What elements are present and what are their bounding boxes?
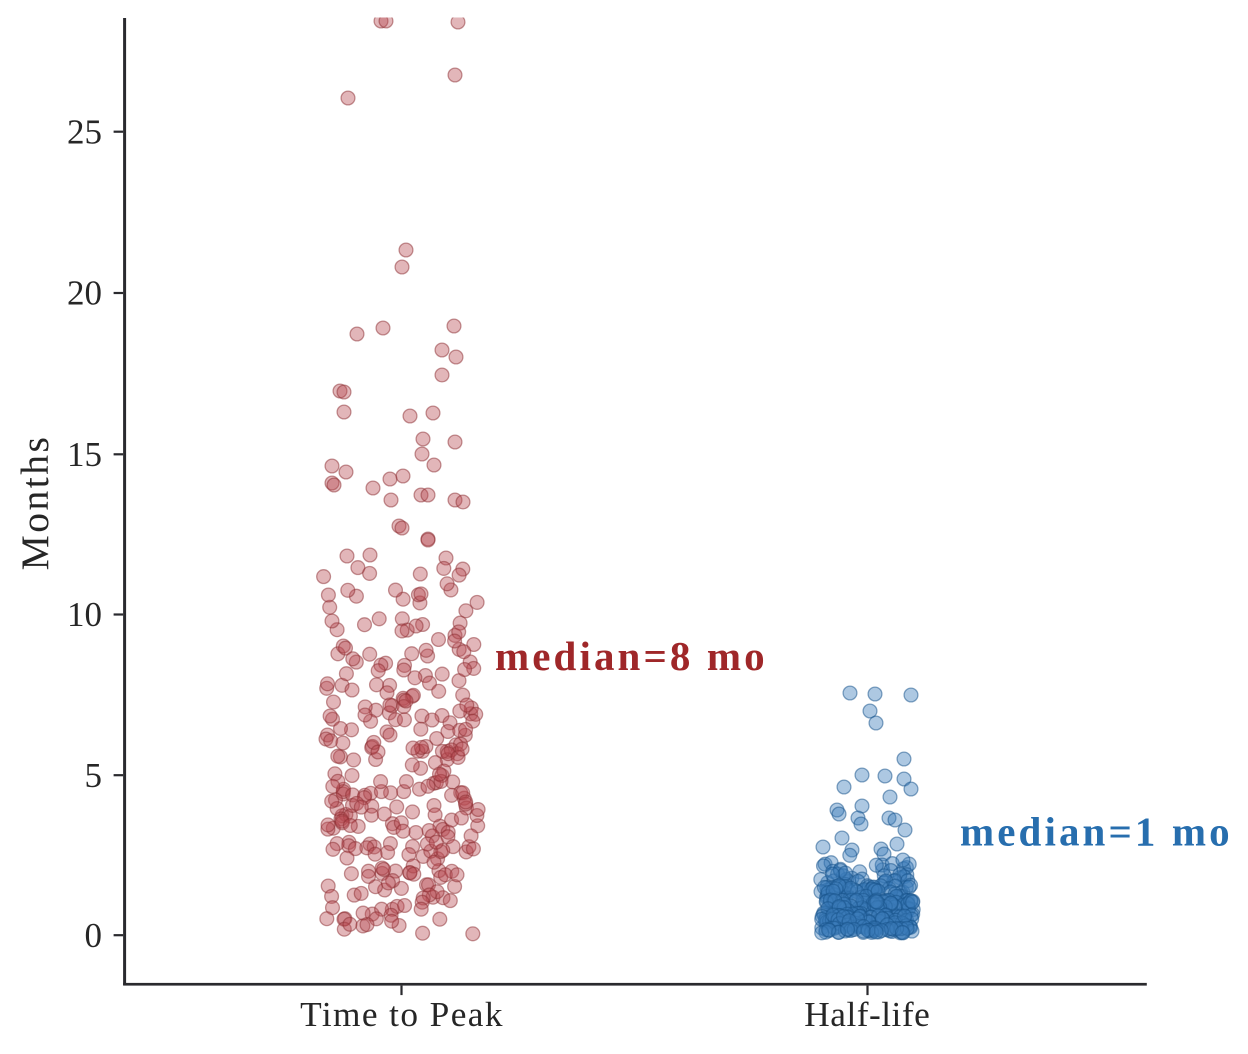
svg-text:5: 5 [85, 756, 103, 795]
svg-text:median=8 mo: median=8 mo [495, 633, 768, 679]
svg-text:median=1 mo: median=1 mo [960, 809, 1233, 855]
svg-text:Time to Peak: Time to Peak [300, 995, 504, 1034]
svg-text:20: 20 [67, 274, 102, 313]
svg-text:10: 10 [67, 595, 102, 634]
svg-text:15: 15 [67, 435, 102, 474]
svg-text:Months: Months [13, 435, 57, 571]
svg-text:Half-life: Half-life [804, 995, 930, 1034]
svg-text:25: 25 [67, 112, 102, 151]
svg-text:0: 0 [85, 916, 103, 955]
